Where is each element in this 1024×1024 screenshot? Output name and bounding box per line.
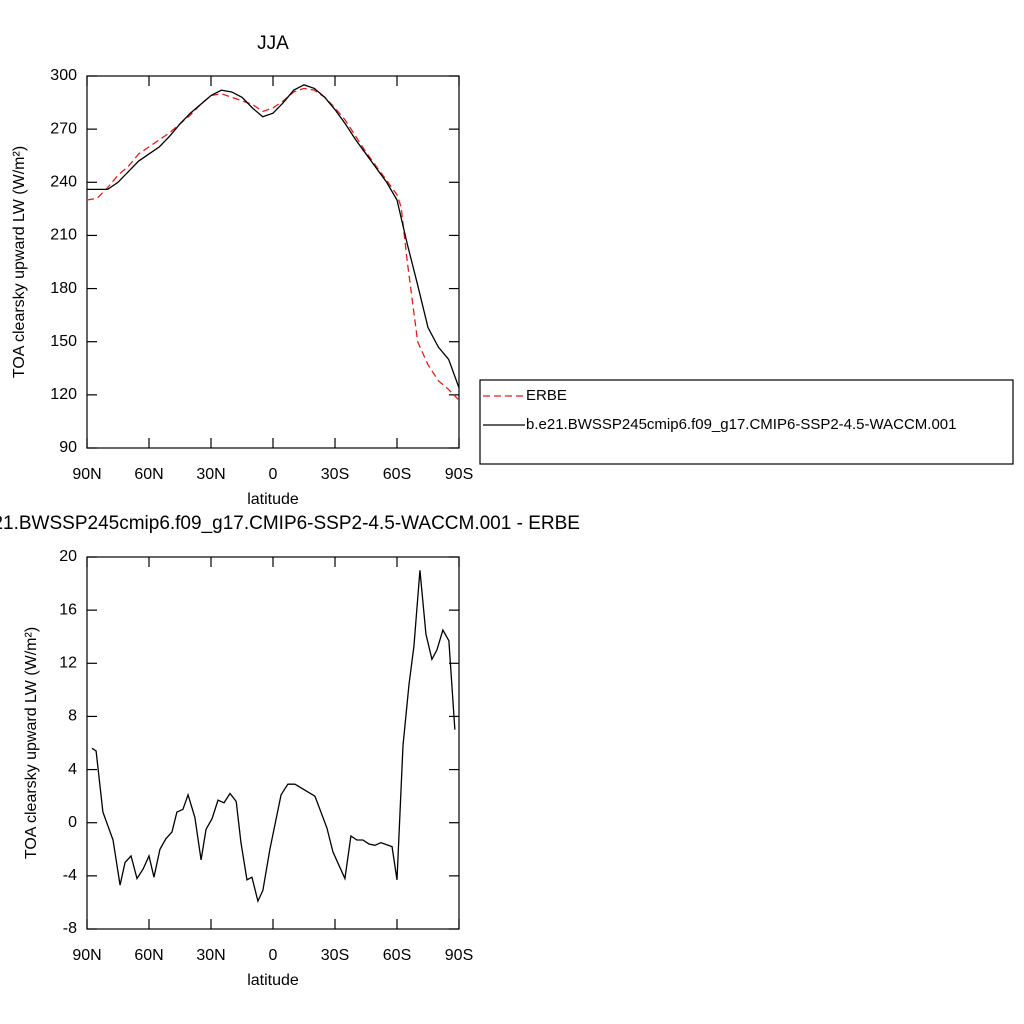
y-tick-label: 240 [50, 174, 77, 191]
y-tick-label: -4 [63, 867, 77, 884]
y-tick-label: 20 [59, 548, 77, 565]
y-axis-label: TOA clearsky upward LW (W/m²) [23, 627, 40, 859]
legend-label: b.e21.BWSSP245cmip6.f09_g17.CMIP6-SSP2-4… [526, 416, 956, 433]
y-tick-label: 180 [50, 280, 77, 297]
chart-title: b.e21.BWSSP245cmip6.f09_g17.CMIP6-SSP2-4… [0, 513, 580, 534]
x-tick-label: 0 [269, 947, 278, 964]
x-tick-label: 30S [321, 947, 349, 964]
plot-frame [86, 75, 460, 449]
y-tick-label: 12 [59, 655, 77, 672]
x-tick-label: 90N [72, 466, 101, 483]
data-line [91, 570, 456, 904]
x-tick-label: 30S [321, 466, 349, 483]
x-tick-label: 90S [445, 466, 473, 483]
y-tick-label: 270 [50, 120, 77, 137]
x-tick-label: 60N [134, 947, 163, 964]
y-tick-label: 150 [50, 333, 77, 350]
x-tick-label: 60S [383, 947, 411, 964]
y-tick-label: 8 [68, 708, 77, 725]
y-tick-label: 210 [50, 227, 77, 244]
x-tick-label: 30N [196, 466, 225, 483]
x-tick-label: 60N [134, 466, 163, 483]
data-line [87, 84, 460, 388]
y-tick-label: 4 [68, 761, 77, 778]
y-tick-label: 0 [68, 814, 77, 831]
x-tick-label: 90N [72, 947, 101, 964]
legend-box [479, 379, 1014, 465]
x-tick-label: 90S [445, 947, 473, 964]
legend-label: ERBE [526, 387, 567, 404]
x-tick-label: 0 [269, 466, 278, 483]
x-axis-label: latitude [247, 491, 299, 508]
chart-title: JJA [257, 33, 289, 54]
data-line [86, 87, 460, 401]
x-axis-label: latitude [247, 972, 299, 989]
y-tick-label: 300 [50, 67, 77, 84]
y-tick-label: 16 [59, 601, 77, 618]
y-tick-label: -8 [63, 920, 77, 937]
y-tick-label: 90 [59, 439, 77, 456]
x-tick-label: 30N [196, 947, 225, 964]
x-tick-label: 60S [383, 466, 411, 483]
y-tick-label: 120 [50, 386, 77, 403]
y-axis-label: TOA clearsky upward LW (W/m²) [11, 146, 28, 378]
